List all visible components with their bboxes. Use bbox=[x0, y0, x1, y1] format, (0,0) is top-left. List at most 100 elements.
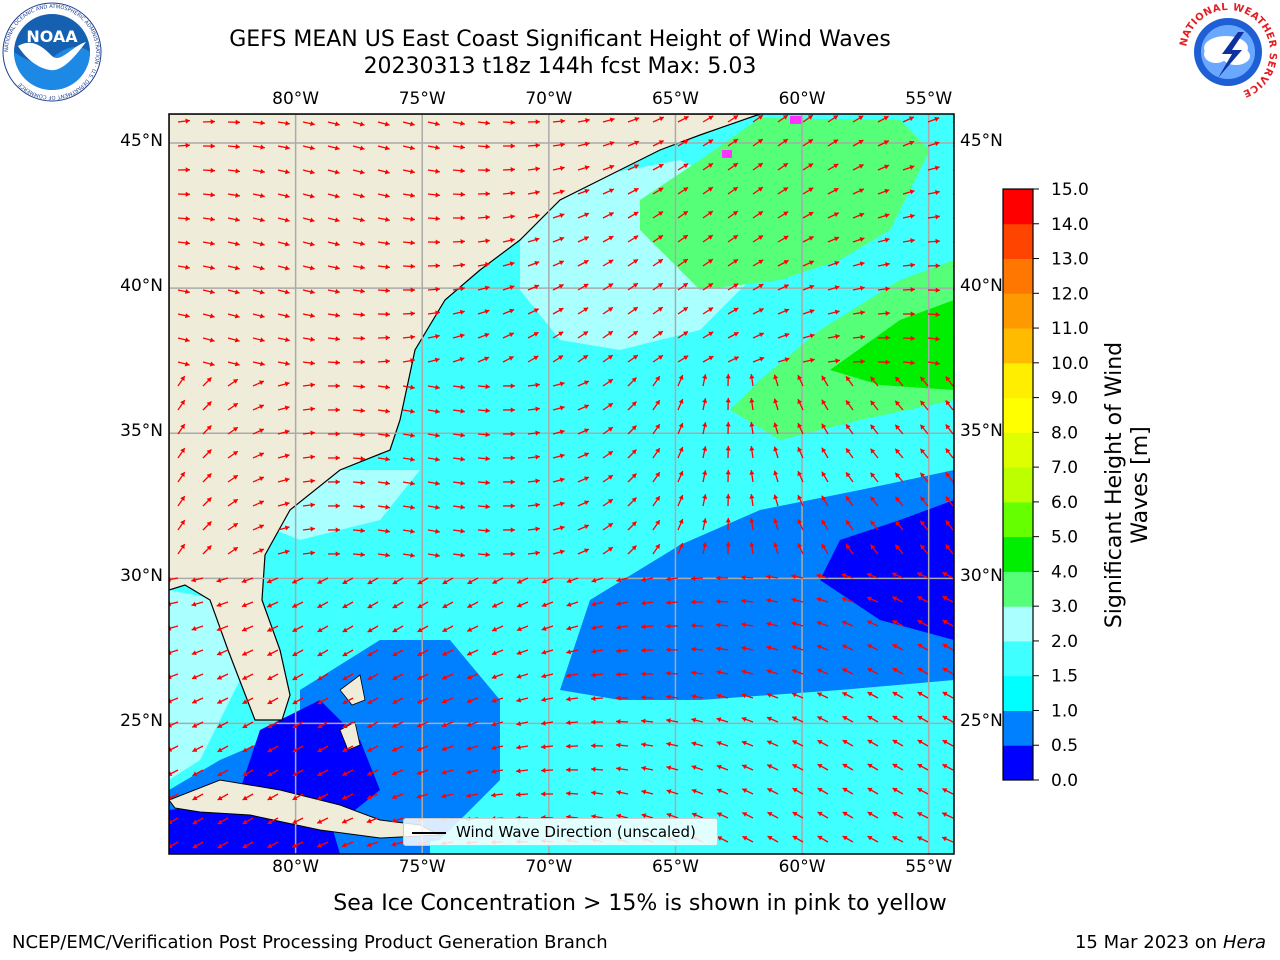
wave-direction-arrowhead bbox=[716, 622, 721, 628]
wave-direction-arrow bbox=[169, 745, 179, 752]
wave-direction-arrowhead bbox=[960, 361, 965, 366]
colorbar-tick-label: 0.0 bbox=[1051, 771, 1078, 791]
wave-direction-arrowhead bbox=[566, 649, 572, 655]
colorbar-tick-label: 9.0 bbox=[1051, 389, 1078, 409]
chart-title: GEFS MEAN US East Coast Significant Heig… bbox=[229, 27, 891, 52]
wave-direction-arrowhead bbox=[691, 623, 696, 629]
wave-direction-arrowhead bbox=[809, 309, 815, 314]
wave-direction-arrowhead bbox=[591, 577, 597, 583]
wave-direction-arrowhead bbox=[284, 337, 290, 343]
wave-direction-arrowhead bbox=[460, 286, 465, 292]
wave-direction-arrowhead bbox=[583, 260, 589, 265]
wave-direction-arrowhead bbox=[884, 237, 890, 243]
colorbar-tick-label: 15.0 bbox=[1051, 180, 1089, 200]
wave-direction-arrowhead bbox=[410, 358, 415, 364]
wave-direction-arrowhead bbox=[742, 812, 748, 817]
wave-direction-arrowhead bbox=[633, 259, 639, 264]
lon-tick-bottom: 80°W bbox=[272, 857, 320, 877]
wave-direction-arrowhead bbox=[367, 579, 373, 585]
wave-direction-arrowhead bbox=[767, 740, 773, 746]
wave-direction-arrowhead bbox=[859, 261, 865, 267]
wave-direction-arrowhead bbox=[702, 542, 708, 547]
wave-direction-arrowhead bbox=[516, 650, 522, 656]
wave-direction-arrowhead bbox=[783, 260, 789, 265]
wave-direction-arrowhead bbox=[184, 313, 190, 319]
colorbar-bin bbox=[1003, 362, 1033, 399]
wave-direction-arrowhead bbox=[716, 693, 722, 699]
wave-direction-arrowhead bbox=[317, 627, 323, 632]
wave-direction-arrowhead bbox=[666, 789, 672, 795]
wave-direction-arrowhead bbox=[335, 336, 340, 342]
wave-direction-arrowhead bbox=[833, 212, 839, 217]
wave-direction-arrowhead bbox=[492, 579, 498, 584]
wave-direction-arrowhead bbox=[367, 651, 373, 657]
wave-direction-arrowhead bbox=[942, 836, 947, 842]
lon-tick-bottom: 65°W bbox=[651, 857, 699, 877]
wave-direction-arrowhead bbox=[945, 520, 951, 526]
wave-direction-arrowhead bbox=[260, 120, 265, 126]
wave-direction-arrowhead bbox=[559, 381, 565, 387]
wave-direction-arrowhead bbox=[821, 423, 827, 429]
wave-direction-arrowhead bbox=[910, 311, 915, 317]
wave-direction-arrowhead bbox=[210, 143, 215, 149]
wave-direction-arrowhead bbox=[342, 579, 348, 584]
wave-direction-arrow bbox=[952, 169, 954, 171]
wave-direction-arrowhead bbox=[267, 771, 273, 777]
wave-direction-arrowhead bbox=[842, 835, 848, 841]
wave-direction-arrowhead bbox=[655, 544, 660, 550]
wave-direction-arrowhead bbox=[310, 360, 315, 366]
wave-direction-arrowhead bbox=[870, 520, 876, 526]
wave-direction-arrowhead bbox=[234, 361, 240, 367]
wave-direction-arrowhead bbox=[584, 165, 590, 171]
bahamas-land bbox=[339, 721, 361, 751]
wave-direction-arrowhead bbox=[516, 673, 522, 679]
wave-direction-arrowhead bbox=[758, 235, 764, 241]
wave-direction-arrowhead bbox=[210, 216, 215, 222]
wave-direction-arrowhead bbox=[267, 723, 273, 729]
wave-direction-arrowhead bbox=[284, 241, 290, 247]
wave-direction-arrowhead bbox=[766, 645, 772, 651]
wave-direction-arrowhead bbox=[442, 627, 448, 632]
wave-direction-arrowhead bbox=[516, 697, 522, 703]
lat-tick-right: 45°N bbox=[960, 131, 1003, 152]
wave-direction-arrowhead bbox=[392, 603, 398, 609]
wave-direction-arrowhead bbox=[417, 603, 423, 609]
wave-direction-arrowhead bbox=[242, 771, 248, 777]
wave-direction-arrowhead bbox=[284, 265, 290, 271]
wave-direction-arrowhead bbox=[535, 166, 540, 172]
wave-direction-arrowhead bbox=[235, 192, 240, 198]
wave-direction-arrowhead bbox=[783, 211, 789, 217]
wave-direction-arrowhead bbox=[609, 141, 615, 146]
wave-direction-arrowhead bbox=[583, 283, 589, 289]
wave-direction-arrowhead bbox=[833, 188, 839, 193]
wave-direction-arrowhead bbox=[691, 670, 696, 676]
wave-direction-arrowhead bbox=[267, 602, 273, 608]
wave-direction-arrowhead bbox=[410, 384, 415, 390]
wave-direction-arrowhead bbox=[607, 523, 613, 528]
wave-direction-arrowhead bbox=[258, 452, 264, 458]
wave-direction-arrowhead bbox=[460, 504, 465, 510]
wave-direction-arrowhead bbox=[584, 188, 590, 194]
wave-direction-arrowhead bbox=[633, 235, 639, 241]
wave-direction-arrowhead bbox=[334, 193, 340, 199]
wave-direction-arrowhead bbox=[242, 795, 248, 801]
wave-direction-arrowhead bbox=[558, 307, 564, 313]
legend-label: Wind Wave Direction (unscaled) bbox=[456, 823, 696, 841]
wave-direction-arrowhead bbox=[210, 119, 215, 125]
wave-direction-arrowhead bbox=[583, 236, 589, 241]
wave-direction-arrowhead bbox=[435, 168, 440, 174]
wave-direction-arrowhead bbox=[945, 400, 951, 406]
wave-direction-arrowhead bbox=[232, 451, 238, 456]
wave-direction-arrowhead bbox=[817, 668, 822, 674]
colorbar-bin bbox=[1003, 501, 1033, 538]
lat-tick-right: 30°N bbox=[960, 566, 1003, 587]
wave-direction-arrowhead bbox=[232, 523, 238, 528]
wave-direction-arrowhead bbox=[184, 361, 190, 367]
wave-direction-arrowhead bbox=[716, 717, 722, 723]
wave-direction-arrowhead bbox=[410, 310, 415, 317]
wave-direction-arrowhead bbox=[767, 764, 773, 769]
wave-direction-arrowhead bbox=[460, 120, 465, 126]
wave-direction-arrowhead bbox=[725, 446, 731, 451]
wave-direction-arrowhead bbox=[846, 472, 851, 478]
wave-direction-arrowhead bbox=[435, 384, 440, 390]
